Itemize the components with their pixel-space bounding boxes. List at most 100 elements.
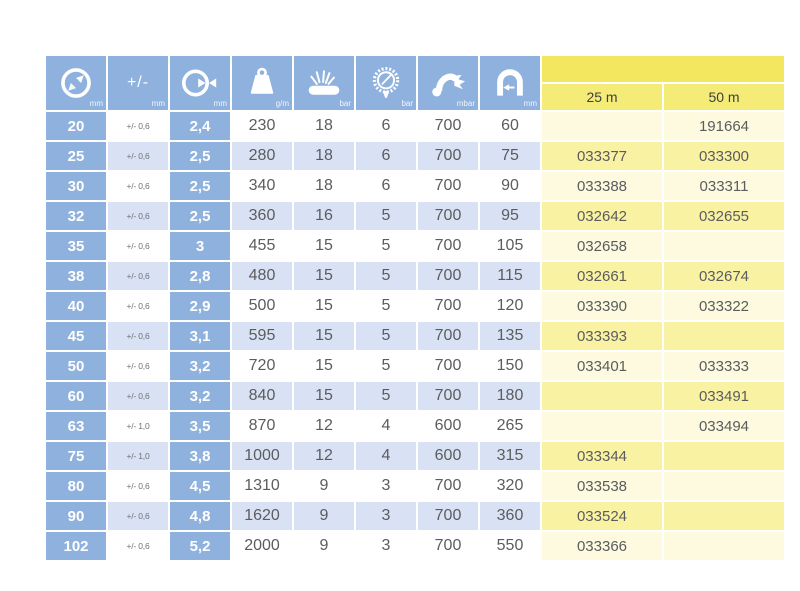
vacuum-value: 600: [418, 412, 478, 440]
working-pressure-value: 3: [356, 472, 416, 500]
vacuum-value: 700: [418, 532, 478, 560]
order-number-25m: 033377: [542, 142, 662, 170]
bend-radius-value: 550: [480, 532, 540, 560]
wall-thickness-value: 3,5: [170, 412, 230, 440]
tolerance-value: +/- 0,6: [108, 322, 168, 350]
burst-pressure-value: 15: [294, 382, 354, 410]
order-number-25m: 033344: [542, 442, 662, 470]
inner-diameter-value: 25: [46, 142, 106, 170]
weight-value: 720: [232, 352, 292, 380]
order-number-25m: 033366: [542, 532, 662, 560]
tolerance-value: +/- 0,6: [108, 502, 168, 530]
working-pressure-value: 5: [356, 352, 416, 380]
inner-diameter-value: 45: [46, 322, 106, 350]
order-number-50m: [664, 532, 784, 560]
order-number-50m: [664, 322, 784, 350]
order-number-50m: 032674: [664, 262, 784, 290]
weight-value: 455: [232, 232, 292, 260]
order-number-25m: 033390: [542, 292, 662, 320]
working-pressure-value: 3: [356, 502, 416, 530]
inner-diameter-icon: [58, 65, 94, 101]
order-number-25m: [542, 382, 662, 410]
working-pressure-value: 6: [356, 112, 416, 140]
working-pressure-value: 4: [356, 412, 416, 440]
vacuum-value: 700: [418, 502, 478, 530]
weight-value: 595: [232, 322, 292, 350]
order-number-25m: 033388: [542, 172, 662, 200]
inner-diameter-value: 102: [46, 532, 106, 560]
wall-thickness-value: 3: [170, 232, 230, 260]
vacuum-value: 700: [418, 202, 478, 230]
tolerance-value: +/- 0,6: [108, 472, 168, 500]
working-pressure-value: 3: [356, 532, 416, 560]
weight-value: 230: [232, 112, 292, 140]
burst-pressure-value: 18: [294, 112, 354, 140]
inner-diameter-value: 75: [46, 442, 106, 470]
inner-diameter-value: 50: [46, 352, 106, 380]
header-working-pressure: bar: [356, 56, 416, 110]
vacuum-value: 700: [418, 262, 478, 290]
burst-pressure-value: 15: [294, 352, 354, 380]
weight-value: 1620: [232, 502, 292, 530]
vacuum-value: 700: [418, 472, 478, 500]
order-number-50m: 033491: [664, 382, 784, 410]
header-weight: g/m: [232, 56, 292, 110]
wall-thickness-icon: [180, 65, 220, 101]
header-burst-pressure: bar: [294, 56, 354, 110]
inner-diameter-value: 63: [46, 412, 106, 440]
tolerance-value: +/- 0,6: [108, 262, 168, 290]
weight-value: 870: [232, 412, 292, 440]
bend-radius-value: 180: [480, 382, 540, 410]
wall-thickness-value: 2,5: [170, 172, 230, 200]
weight-value: 360: [232, 202, 292, 230]
working-pressure-value: 5: [356, 232, 416, 260]
working-pressure-value: 6: [356, 142, 416, 170]
bend-radius-icon: [492, 65, 528, 101]
burst-pressure-value: 9: [294, 532, 354, 560]
order-number-25m: 032661: [542, 262, 662, 290]
burst-pressure-value: 9: [294, 502, 354, 530]
weight-value: 1000: [232, 442, 292, 470]
working-pressure-value: 4: [356, 442, 416, 470]
working-pressure-value: 5: [356, 262, 416, 290]
tolerance-value: +/- 0,6: [108, 172, 168, 200]
inner-diameter-value: 40: [46, 292, 106, 320]
tolerance-value: +/- 0,6: [108, 232, 168, 260]
order-number-50m: 033494: [664, 412, 784, 440]
burst-pressure-value: 15: [294, 262, 354, 290]
unit-label: mm: [213, 99, 227, 108]
burst-pressure-value: 16: [294, 202, 354, 230]
weight-value: 500: [232, 292, 292, 320]
vacuum-value: 700: [418, 142, 478, 170]
vacuum-value: 700: [418, 382, 478, 410]
bend-radius-value: 60: [480, 112, 540, 140]
tolerance-value: +/- 0,6: [108, 292, 168, 320]
vacuum-value: 700: [418, 112, 478, 140]
tolerance-value: +/- 0,6: [108, 352, 168, 380]
working-pressure-value: 5: [356, 202, 416, 230]
wall-thickness-value: 2,9: [170, 292, 230, 320]
burst-pressure-value: 15: [294, 292, 354, 320]
header-tolerance: +/- mm: [108, 56, 168, 110]
order-number-50m: 033322: [664, 292, 784, 320]
order-number-50m: [664, 232, 784, 260]
weight-value: 280: [232, 142, 292, 170]
order-number-25m: 033401: [542, 352, 662, 380]
burst-pressure-value: 9: [294, 472, 354, 500]
wall-thickness-value: 2,4: [170, 112, 230, 140]
bend-radius-value: 120: [480, 292, 540, 320]
order-number-50m: 033311: [664, 172, 784, 200]
pressure-gauge-icon: [368, 64, 404, 102]
bend-radius-value: 115: [480, 262, 540, 290]
order-number-50m: 032655: [664, 202, 784, 230]
tolerance-value: +/- 0,6: [108, 382, 168, 410]
header-wall-thickness: mm: [170, 56, 230, 110]
working-pressure-value: 5: [356, 322, 416, 350]
unit-label: g/m: [275, 99, 289, 108]
order-number-50m: 191664: [664, 112, 784, 140]
bend-radius-value: 315: [480, 442, 540, 470]
tolerance-value: +/- 1,0: [108, 442, 168, 470]
bend-radius-value: 75: [480, 142, 540, 170]
wall-thickness-value: 3,1: [170, 322, 230, 350]
bend-radius-value: 135: [480, 322, 540, 350]
